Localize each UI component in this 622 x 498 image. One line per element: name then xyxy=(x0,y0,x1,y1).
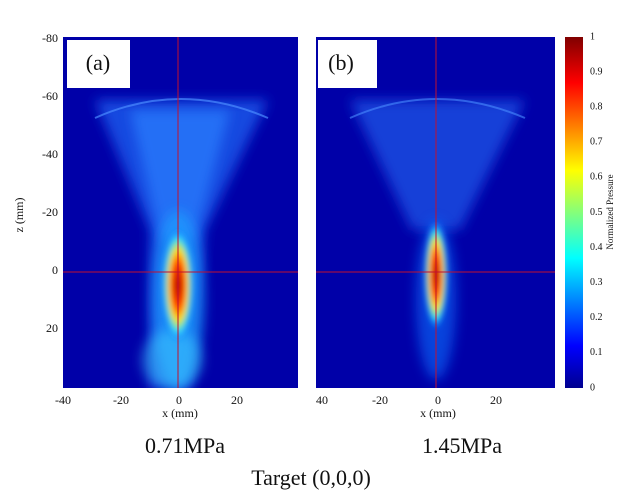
colorbar-title: Normalized Pressure xyxy=(605,174,615,249)
x-tick-label: 40 xyxy=(316,393,328,407)
z-tick-label: -80 xyxy=(42,31,58,45)
x-tick-label: -40 xyxy=(55,393,71,407)
x-axis-label: x (mm) xyxy=(420,406,456,420)
colorbar xyxy=(565,37,583,388)
colorbar-tick-label: 0.4 xyxy=(590,242,603,253)
x-tick-label: 0 xyxy=(435,393,441,407)
colorbar-tick-label: 0.1 xyxy=(590,347,603,358)
z-tick-label: 0 xyxy=(52,263,58,277)
z-tick-label: -60 xyxy=(42,89,58,103)
z-tick-label: -40 xyxy=(42,147,58,161)
x-tick-label: 0 xyxy=(176,393,182,407)
x-tick-label: 20 xyxy=(490,393,502,407)
colorbar-tick-label: 0.5 xyxy=(590,207,603,218)
heatmap-a xyxy=(63,37,298,388)
colorbar-tick-label: 0.2 xyxy=(590,312,603,323)
panel-label: (a) xyxy=(86,50,110,75)
x-tick-label: -20 xyxy=(113,393,129,407)
label-box xyxy=(67,40,130,88)
x-axis-label: x (mm) xyxy=(162,406,198,420)
z-axis-label: z (mm) xyxy=(12,198,26,233)
label-box xyxy=(318,40,377,88)
panel-caption: 1.45MPa xyxy=(422,433,502,458)
panel-caption: 0.71MPa xyxy=(145,433,225,458)
z-tick-label: 20 xyxy=(46,321,58,335)
x-tick-label: -20 xyxy=(372,393,388,407)
colorbar-tick-label: 0.6 xyxy=(590,172,603,183)
x-tick-label: 20 xyxy=(231,393,243,407)
colorbar-tick-label: 0.7 xyxy=(590,137,603,148)
heatmap-b xyxy=(316,37,555,388)
figure-caption: Target (0,0,0) xyxy=(251,465,371,490)
z-tick-label: -20 xyxy=(42,205,58,219)
colorbar-tick-label: 0.9 xyxy=(590,66,603,77)
colorbar-tick-label: 1 xyxy=(590,31,595,42)
colorbar-tick-label: 0 xyxy=(590,382,595,393)
panel-label: (b) xyxy=(328,50,354,75)
colorbar-tick-label: 0.8 xyxy=(590,101,603,112)
colorbar-tick-label: 0.3 xyxy=(590,277,603,288)
